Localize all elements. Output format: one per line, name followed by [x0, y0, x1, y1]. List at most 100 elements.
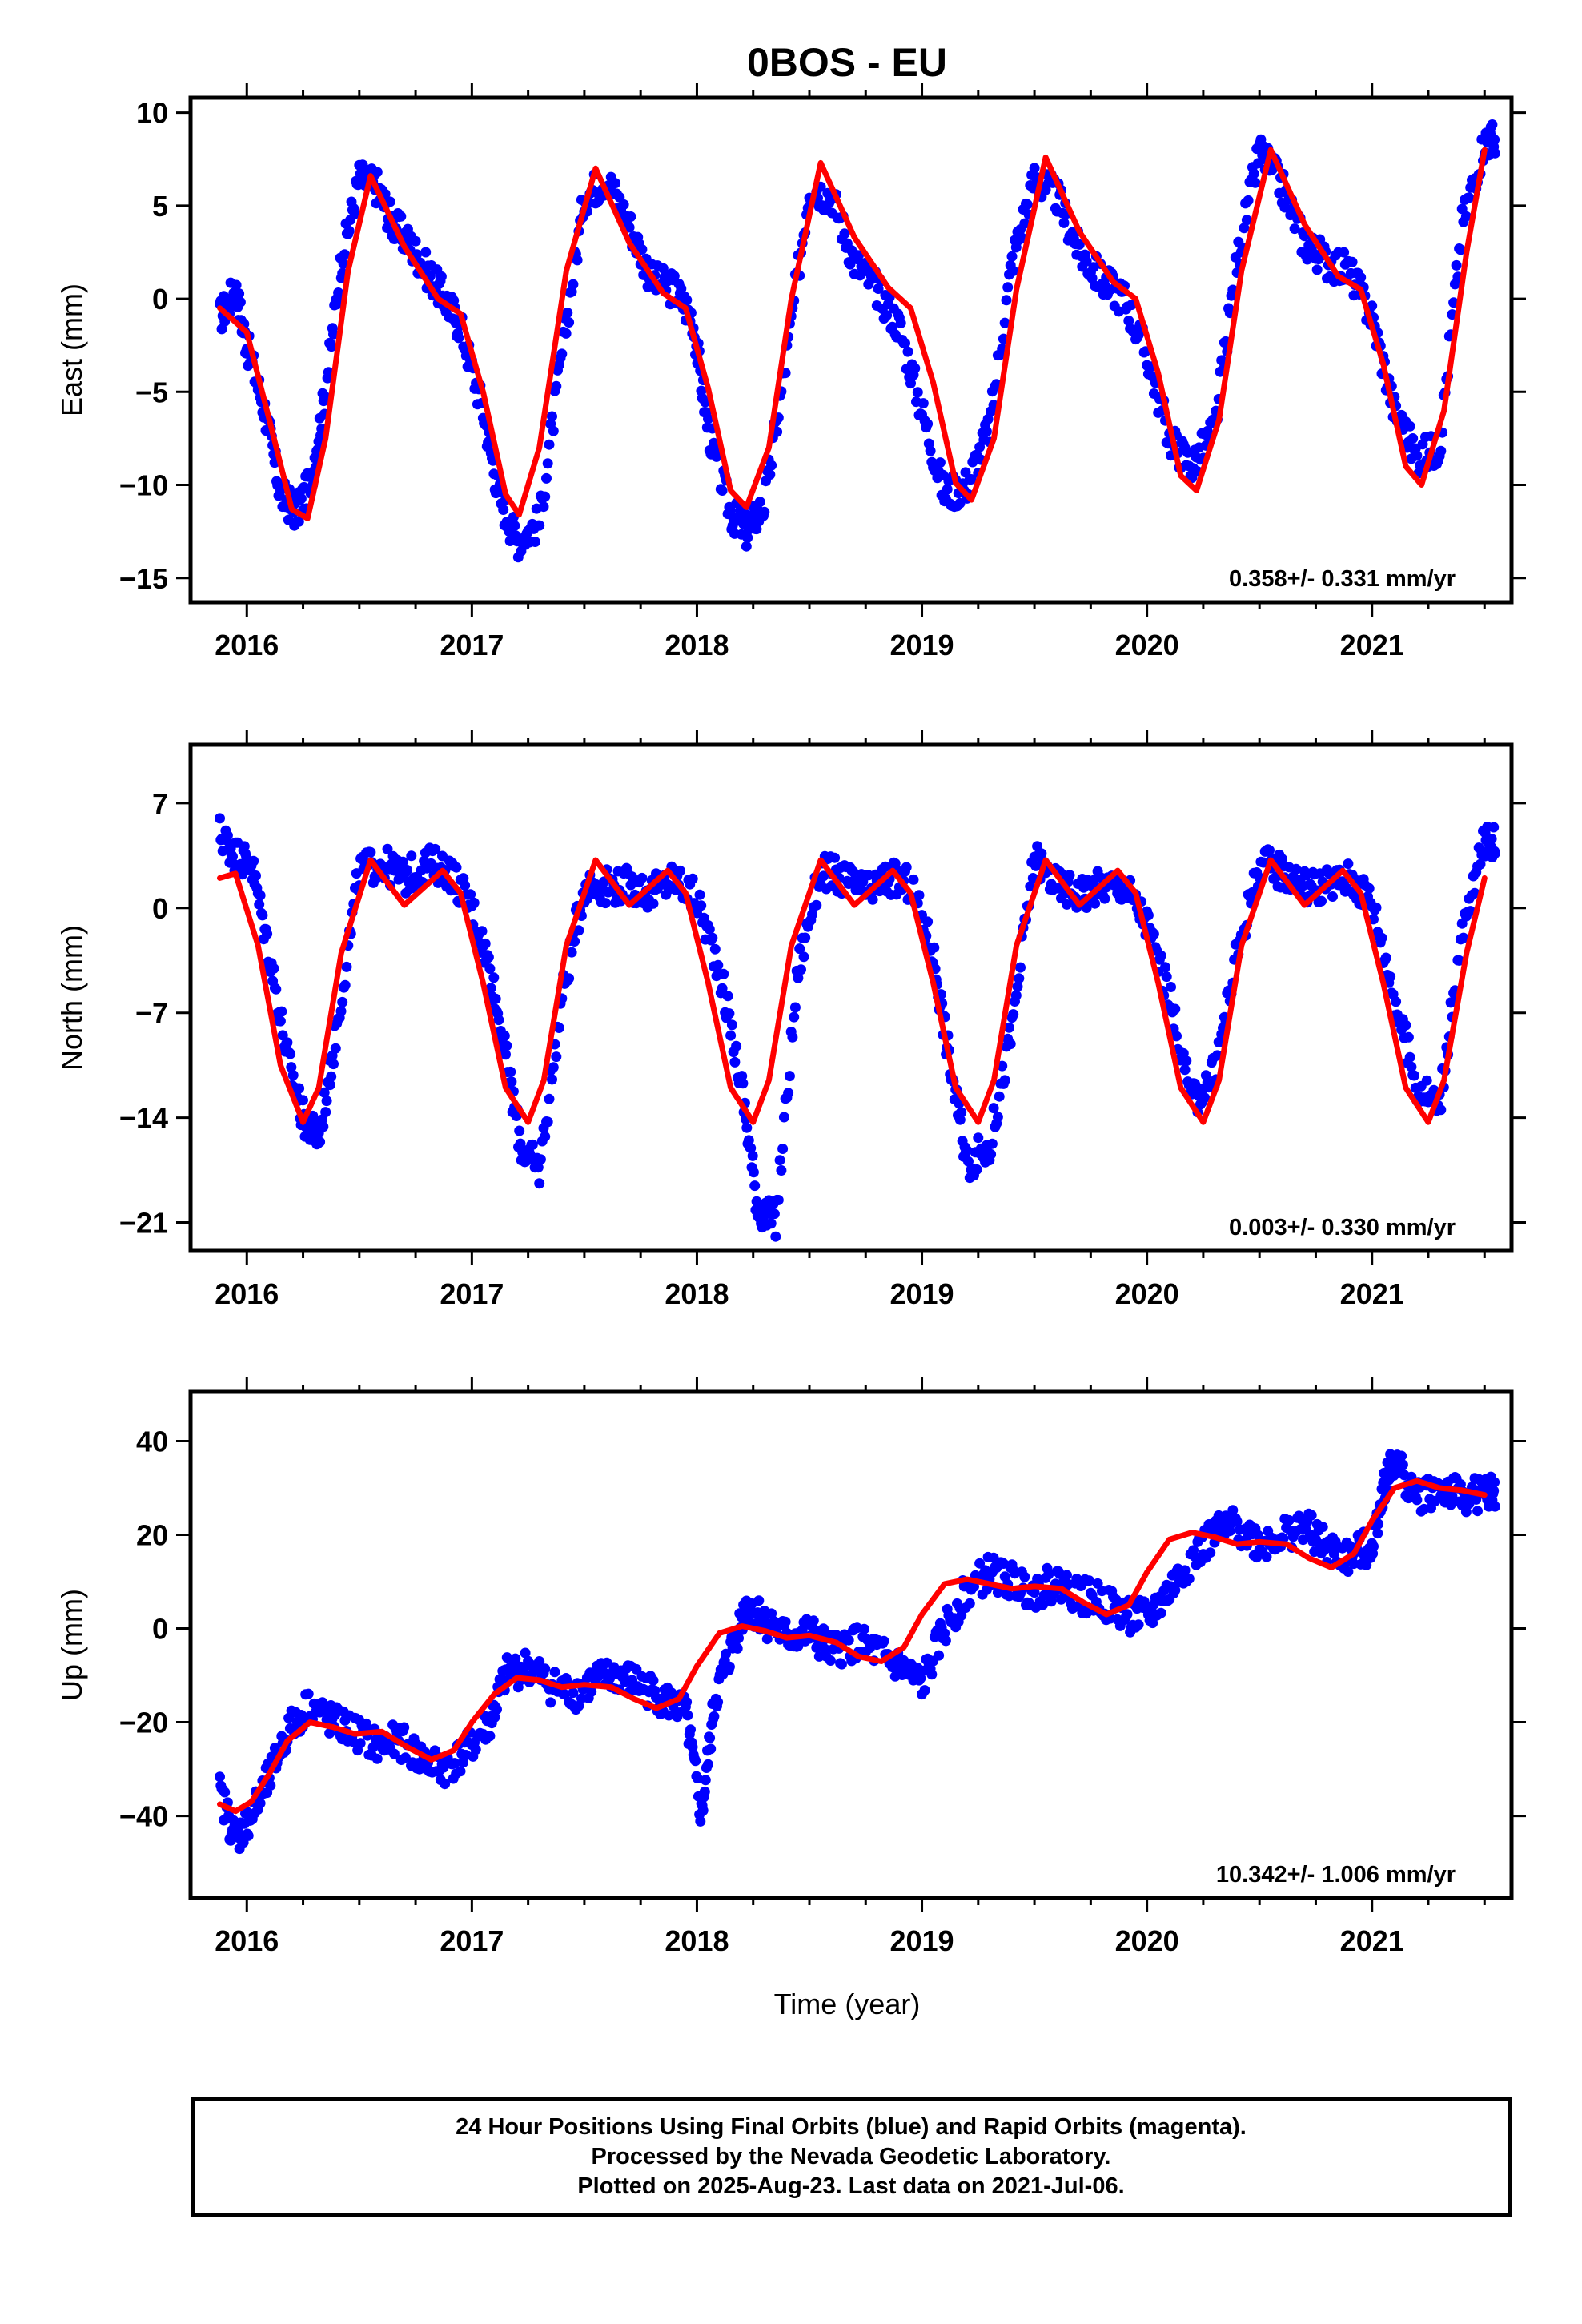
data-point [335, 1006, 347, 1017]
data-point [682, 1710, 693, 1721]
model-curve [217, 857, 1488, 1125]
data-point [321, 1096, 332, 1107]
data-point [1445, 1499, 1456, 1510]
data-point [1355, 272, 1367, 283]
data-point [1014, 973, 1025, 984]
y-tick-label: −14 [119, 1102, 168, 1135]
data-point [1391, 996, 1402, 1007]
data-point [548, 1062, 559, 1073]
data-point [867, 894, 878, 905]
data-point [501, 1040, 512, 1051]
data-point [440, 1779, 451, 1790]
data-point [1038, 1599, 1049, 1610]
data-point [265, 1780, 276, 1791]
data-point [1460, 211, 1472, 222]
data-point [836, 1659, 847, 1670]
plot-frame [188, 95, 1514, 605]
data-point [956, 1610, 967, 1621]
data-point [1489, 848, 1500, 859]
data-point [853, 250, 864, 261]
data-point [690, 1755, 701, 1767]
footer-line-2: Processed by the Nevada Geodetic Laborat… [591, 2143, 1111, 2169]
data-point [294, 1083, 305, 1094]
panel-2: 2016 2017 2018 2019 2020 2021 7 0 −7 −14 −21 North … [55, 730, 1526, 1310]
data-point [1062, 1570, 1072, 1581]
y-tick-label: 0 [152, 892, 168, 925]
data-point [1283, 1514, 1295, 1526]
data-points [215, 813, 1500, 1242]
data-point [733, 1633, 744, 1644]
data-point [1181, 1055, 1192, 1067]
data-point [293, 516, 304, 527]
data-point [338, 259, 349, 269]
y-tick-label: 7 [152, 787, 168, 820]
data-point [909, 363, 921, 374]
data-point [1397, 1459, 1408, 1470]
data-point [1010, 990, 1022, 1001]
x-tick-label: 2021 [1340, 1277, 1404, 1310]
data-point [540, 1131, 551, 1142]
data-point [1475, 858, 1486, 870]
data-point [460, 880, 471, 891]
data-point [669, 271, 680, 282]
data-point [1454, 955, 1465, 966]
data-point [848, 866, 858, 877]
data-point [1058, 217, 1070, 228]
x-tick-label: 2019 [889, 1924, 954, 1957]
data-point [729, 1056, 741, 1068]
data-point [1004, 1022, 1014, 1033]
data-points [215, 119, 1500, 563]
y-tick-label: 5 [152, 190, 168, 223]
data-point [1299, 231, 1310, 242]
data-point [1435, 445, 1447, 456]
data-point [298, 1095, 308, 1106]
panels: 2016 2017 2018 2019 2020 2021 10 5 0 −5 −10 −15 East… [55, 83, 1526, 1957]
x-tick-label: 2016 [215, 1924, 279, 1957]
data-point [922, 418, 934, 429]
data-point [234, 288, 245, 300]
data-point [703, 1759, 713, 1770]
data-point [1019, 218, 1030, 229]
data-point [1403, 1031, 1414, 1043]
data-point [704, 923, 715, 935]
data-point [1179, 1064, 1191, 1076]
rate-label: 10.342+/- 1.006 mm/yr [1216, 1862, 1456, 1888]
data-point [529, 537, 540, 547]
data-point [231, 279, 242, 291]
data-point [777, 1144, 789, 1154]
x-tick-label: 2017 [440, 629, 504, 661]
data-point [323, 367, 334, 378]
data-point [765, 469, 776, 480]
data-point [1155, 950, 1166, 961]
data-point [384, 196, 396, 207]
data-point [1248, 168, 1259, 179]
data-point [1373, 1518, 1384, 1530]
data-point [406, 850, 417, 862]
data-point [761, 1634, 773, 1645]
data-point [776, 1165, 787, 1176]
data-point [215, 1771, 225, 1783]
data-point [674, 865, 685, 876]
data-point [326, 1071, 337, 1082]
data-point [1227, 1505, 1239, 1516]
data-point [657, 263, 669, 274]
rate-label: 0.003+/- 0.330 mm/yr [1229, 1215, 1456, 1240]
data-point [540, 491, 551, 502]
data-point [1489, 147, 1500, 159]
data-point [765, 1218, 777, 1229]
data-point [742, 532, 753, 543]
data-point [1205, 1547, 1216, 1558]
x-tick-label: 2017 [440, 1277, 504, 1310]
data-point [1376, 932, 1387, 943]
y-tick-label: 0 [152, 1613, 168, 1646]
data-point [560, 328, 572, 339]
data-point [697, 1805, 709, 1816]
data-point [1448, 297, 1460, 308]
data-point [878, 1635, 889, 1647]
data-point [1317, 1522, 1328, 1533]
data-point [925, 445, 936, 456]
footer-box: 24 Hour Positions Using Final Orbits (bl… [191, 2097, 1512, 2217]
x-axis-label: Time (year) [774, 1988, 921, 2020]
data-point [1090, 898, 1101, 909]
data-point [484, 1731, 496, 1742]
